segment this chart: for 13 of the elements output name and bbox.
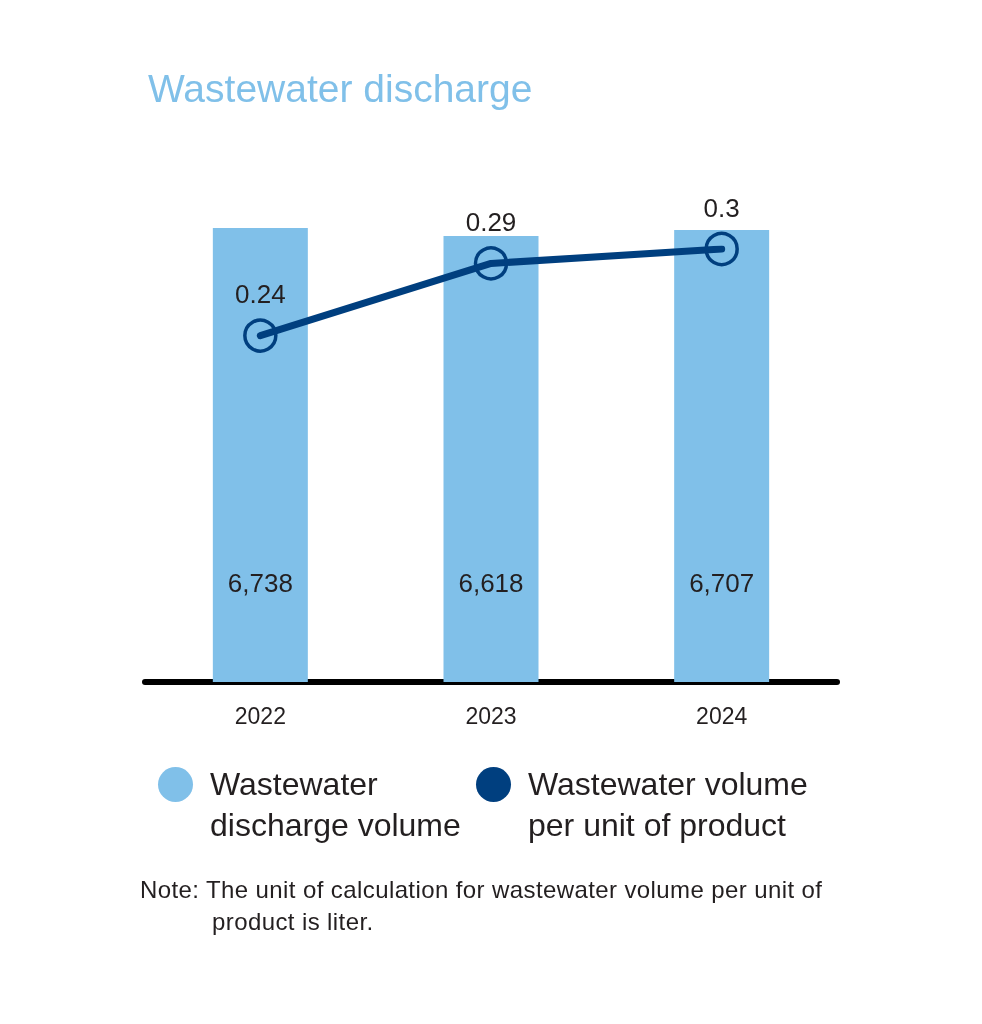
data-label: 0.3 [703, 192, 740, 223]
data-label: 6,618 [458, 568, 524, 598]
data-label: 0.24 [235, 279, 286, 310]
legend-label: Wastewater volume per unit of product [528, 765, 809, 845]
x-tick-label: 2023 [465, 702, 517, 729]
legend-label: Wastewater discharge volume [210, 765, 462, 845]
chart-title: Wastewater discharge [148, 67, 533, 110]
x-tick-label: 2022 [234, 702, 286, 729]
data-label: 6,707 [689, 568, 755, 598]
data-label: 0.29 [465, 207, 517, 238]
x-tick-label: 2024 [696, 702, 748, 729]
data-label: 6,738 [227, 568, 293, 598]
text: Note: The unit of calculation for wastewater volume per unit of product is liter. [140, 875, 824, 937]
